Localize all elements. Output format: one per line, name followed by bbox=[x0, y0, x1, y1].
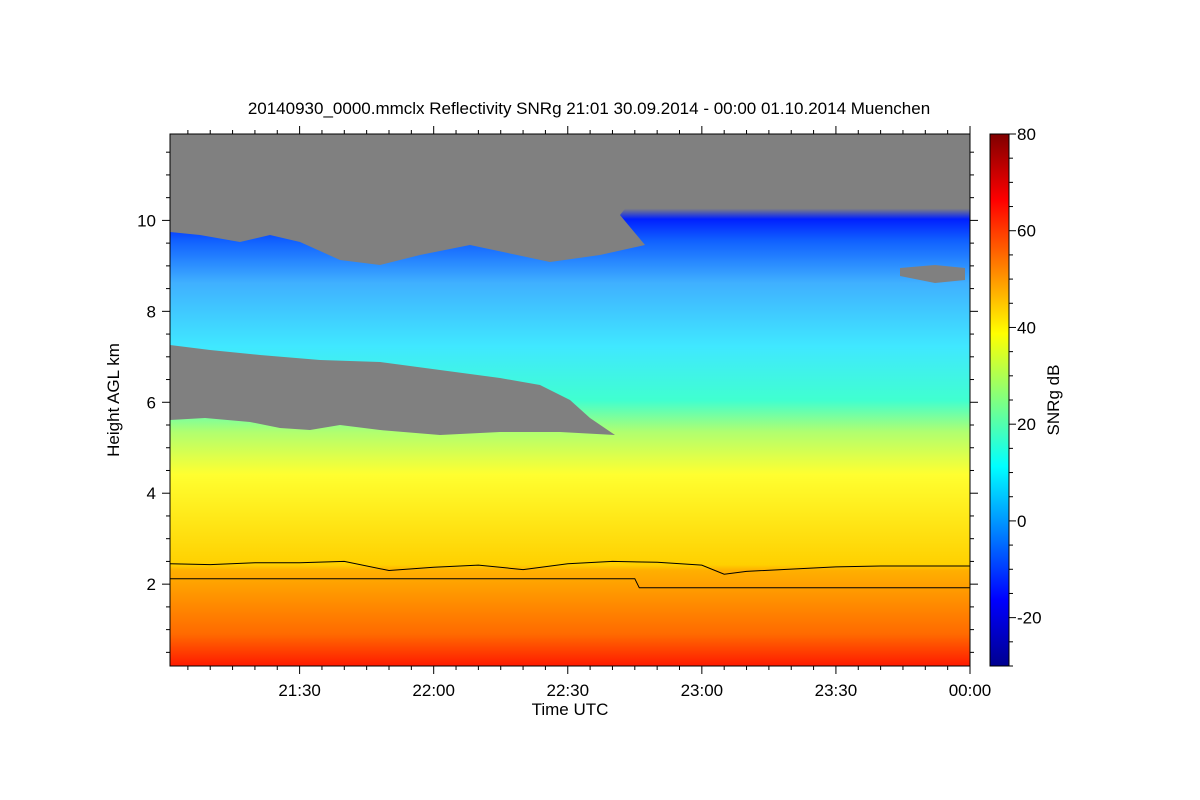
colorbar-tick-label: 60 bbox=[1017, 222, 1036, 241]
x-tick-label: 00:00 bbox=[949, 681, 992, 700]
middle-no-signal-region bbox=[170, 345, 615, 435]
colorbar bbox=[989, 133, 1010, 667]
upper-no-signal-region bbox=[170, 134, 970, 265]
x-tick-label: 21:30 bbox=[278, 681, 321, 700]
x-tick-label: 22:00 bbox=[412, 681, 455, 700]
x-tick-label: 23:30 bbox=[815, 681, 858, 700]
plot-frame bbox=[169, 133, 971, 667]
colorbar-tick-label: 20 bbox=[1017, 415, 1036, 434]
no-signal-regions bbox=[170, 134, 970, 435]
y-axis-label: Height AGL km bbox=[104, 343, 123, 457]
x-axis: 21:30 22:00 22:30 23:00 23:30 00:00 bbox=[187, 126, 992, 700]
colorbar-tick-label: 0 bbox=[1017, 512, 1026, 531]
y-tick-label: 8 bbox=[147, 302, 156, 321]
plot-area bbox=[170, 134, 970, 666]
colorbar-axis: -20 0 20 40 60 80 bbox=[1009, 125, 1042, 667]
colorbar-tick-label: 80 bbox=[1017, 125, 1036, 144]
boundary-line-1 bbox=[170, 560, 970, 575]
y-tick-label: 10 bbox=[137, 211, 156, 230]
y-tick-label: 2 bbox=[147, 575, 156, 594]
x-tick-label: 22:30 bbox=[546, 681, 589, 700]
colorbar-label: SNRg dB bbox=[1044, 365, 1063, 436]
lines-layer bbox=[170, 560, 970, 589]
right-no-signal-patch bbox=[900, 265, 965, 283]
y-tick-label: 4 bbox=[147, 484, 156, 503]
chart-title: 20140930_0000.mmclx Reflectivity SNRg 21… bbox=[248, 99, 930, 118]
boundary-line-2 bbox=[170, 578, 970, 589]
x-tick-label: 23:00 bbox=[681, 681, 724, 700]
colorbar-tick-label: -20 bbox=[1017, 609, 1042, 628]
colorbar-tick-label: 40 bbox=[1017, 318, 1036, 337]
y-axis: 2 4 6 8 10 bbox=[137, 151, 978, 653]
x-axis-label: Time UTC bbox=[532, 700, 609, 719]
y-tick-label: 6 bbox=[147, 393, 156, 412]
